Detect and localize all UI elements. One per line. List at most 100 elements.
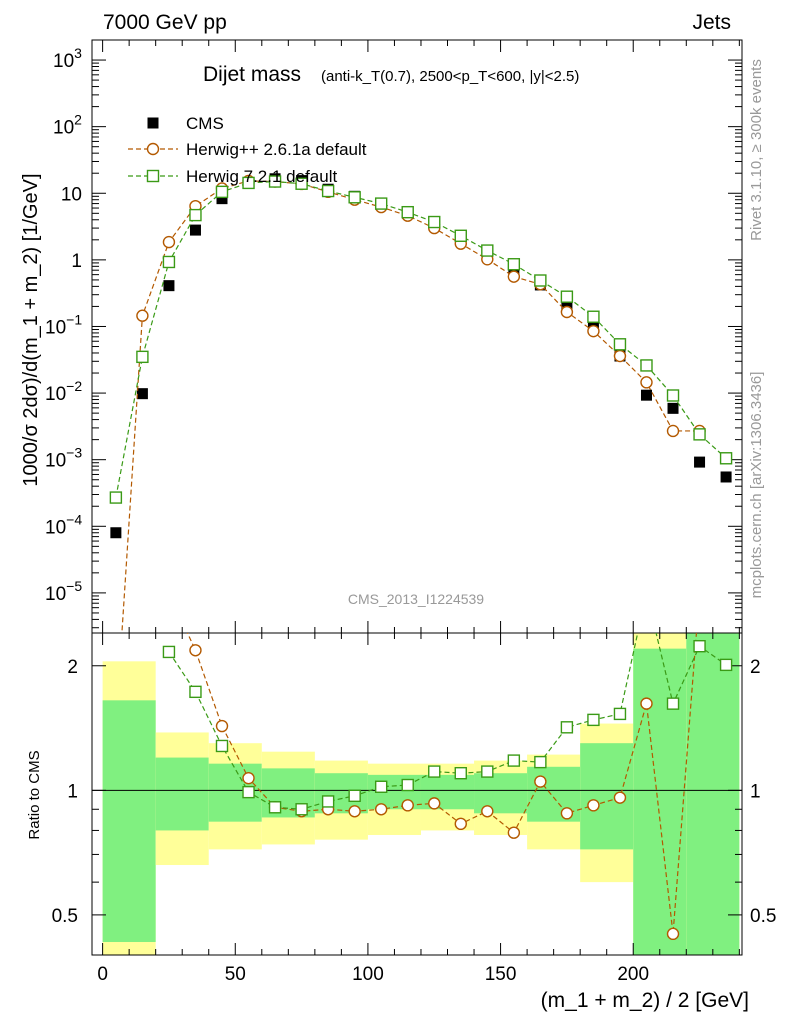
x-axis-label: (m_1 + m_2) / 2 [GeV]: [541, 989, 749, 1012]
data-point-ratio: [507, 826, 521, 839]
data-point-main: [640, 376, 653, 389]
legend-marker: [146, 142, 160, 156]
data-point-main: [374, 197, 388, 210]
x-tick-label: 50: [225, 964, 246, 985]
ratio-series-group: [162, 633, 733, 941]
series-line-ratio: [168, 633, 727, 810]
data-point-ratio: [534, 775, 547, 788]
data-point-ratio: [401, 799, 414, 812]
data-point-ratio: [268, 801, 282, 814]
data-point-ratio: [215, 719, 229, 733]
y-tick-label-main: 10−4: [45, 511, 82, 538]
header-left: 7000 GeV pp: [103, 11, 227, 34]
data-point-main: [136, 388, 148, 400]
data-point-main: [613, 349, 627, 363]
header-right: Jets: [692, 11, 731, 34]
data-point-main: [667, 402, 679, 414]
data-point-main: [348, 191, 361, 204]
data-point-main: [666, 389, 680, 402]
y-tick-label-main: 1: [71, 251, 82, 272]
band-green-bin: [686, 633, 740, 955]
legend-marker: [147, 117, 159, 129]
data-point-main: [163, 280, 175, 292]
rivet-label: Rivet 3.1.10, ≥ 300k events: [748, 59, 765, 241]
data-point-main: [321, 184, 335, 198]
x-tick-label: 150: [485, 964, 517, 985]
data-point-main: [295, 177, 308, 190]
series-line-main: [115, 180, 727, 498]
y-tick-label-ratio: 1: [67, 781, 78, 802]
data-point-ratio: [189, 685, 202, 699]
data-point-main: [719, 452, 733, 465]
data-point-main: [694, 456, 706, 468]
data-point-main: [162, 235, 176, 249]
y-tick-label-ratio-right: 1: [750, 781, 761, 802]
data-point-main: [401, 205, 414, 219]
data-series: [109, 173, 733, 941]
data-point-main: [136, 309, 149, 322]
data-point-ratio: [666, 697, 680, 710]
data-point-ratio: [242, 785, 255, 799]
data-point-ratio: [560, 807, 574, 820]
x-tick-label: 200: [617, 964, 649, 985]
data-point-main: [216, 193, 228, 205]
data-point-main: [587, 310, 600, 323]
y-tick-label-main: 102: [53, 112, 82, 139]
data-point-ratio: [640, 697, 653, 710]
y-axis-label-main: 1000/σ 2dσ)/d(m_1 + m_2) [1/GeV]: [20, 173, 42, 486]
data-point-ratio: [613, 707, 627, 721]
y-tick-label-main: 10−3: [45, 445, 82, 472]
data-point-main: [640, 389, 652, 401]
y-tick-label-main: 103: [53, 45, 82, 72]
data-point-main: [613, 338, 627, 351]
data-point-main: [507, 270, 521, 283]
ratio-plot-frame: [91, 632, 743, 956]
data-point-main: [189, 224, 201, 236]
data-point-main: [454, 229, 467, 242]
data-point-ratio: [215, 739, 229, 753]
data-point-main: [666, 424, 680, 438]
y-tick-label-main: 10: [61, 184, 82, 205]
y-axis-label-ratio: Ratio to CMS: [26, 750, 43, 839]
data-point-ratio: [189, 644, 202, 657]
data-point-main: [242, 176, 255, 190]
data-point-main: [560, 290, 574, 303]
y-tick-label-main: 10−5: [45, 578, 82, 605]
data-point-main: [109, 491, 123, 504]
legend: CMS Herwig++ 2.6.1a default Herwig 7.2.1 d…: [128, 114, 367, 186]
data-point-ratio: [507, 754, 521, 767]
data-point-main: [587, 324, 600, 338]
data-point-ratio: [693, 640, 706, 653]
data-point-ratio: [534, 755, 547, 769]
band-green-bin: [155, 757, 209, 831]
ratio-uncertainty-bands: [102, 633, 740, 955]
data-point-ratio: [428, 765, 441, 778]
data-point-ratio: [321, 795, 335, 808]
y-tick-label-ratio-right: 2: [750, 657, 761, 678]
data-point-ratio: [348, 789, 361, 803]
data-point-ratio: [295, 803, 308, 816]
data-point-main: [162, 255, 176, 269]
data-point-main: [720, 471, 732, 483]
y-tick-label-ratio-right: 0.5: [750, 906, 776, 927]
series-line-main: [121, 180, 700, 633]
plot-subtitle: (anti-k_T(0.7), 2500<p_T<600, |y|<2.5): [321, 68, 579, 85]
data-point-ratio: [587, 799, 600, 812]
mcplots-label: mcplots.cern.ch [arXiv:1306.3436]: [748, 372, 765, 599]
axis-ticks: 0 50 100 150 20010−510−410−310−210−111010210…: [45, 39, 776, 985]
y-tick-label-ratio: 0.5: [52, 906, 78, 927]
data-point-ratio: [454, 817, 467, 831]
plot-title: Dijet mass: [203, 63, 301, 86]
data-point-ratio: [666, 927, 680, 941]
data-point-ratio: [719, 658, 733, 672]
data-point-ratio: [613, 791, 627, 804]
data-point-main: [428, 215, 441, 229]
x-tick-label: 100: [352, 964, 384, 985]
x-tick-label: 0: [97, 964, 108, 985]
data-point-main: [481, 244, 494, 257]
data-point-ratio: [374, 803, 388, 816]
watermark: CMS_2013_I1224539: [348, 591, 484, 607]
data-point-ratio: [428, 797, 441, 810]
main-series-group: [109, 173, 733, 633]
